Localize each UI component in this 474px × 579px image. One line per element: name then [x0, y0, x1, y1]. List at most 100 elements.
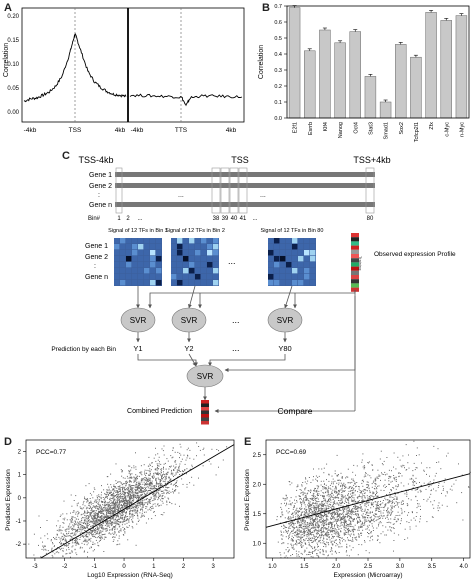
scatter-point — [102, 530, 104, 532]
scatter-point — [141, 492, 143, 493]
scatter-point — [295, 532, 297, 534]
scatter-point — [300, 502, 302, 504]
scatter-point — [142, 505, 144, 507]
scatter-point — [160, 469, 162, 471]
scatter-point — [333, 501, 335, 503]
scatter-point — [397, 519, 399, 521]
scatter-point — [355, 511, 357, 512]
scatter-point — [110, 510, 112, 512]
scatter-point — [137, 506, 139, 508]
scatter-point — [127, 481, 128, 483]
scatter-point — [152, 486, 154, 488]
scatter-point — [156, 472, 158, 474]
scatter-point — [94, 534, 96, 536]
matrix-cell — [132, 274, 138, 280]
scatter-point — [155, 486, 157, 487]
scatter-point — [394, 516, 396, 518]
scatter-point — [131, 473, 133, 475]
scatter-point — [307, 516, 309, 518]
scatter-point — [106, 523, 108, 525]
scatter-point — [336, 552, 337, 554]
scatter-point — [133, 496, 135, 498]
scatter-point — [333, 536, 335, 537]
matrix-cell — [120, 250, 126, 256]
scatter-point — [129, 484, 131, 486]
scatter-point — [158, 465, 160, 467]
scatter-point — [351, 487, 352, 489]
scatter-point — [100, 510, 102, 512]
scatter-point — [140, 516, 142, 518]
scatter-point — [72, 540, 74, 542]
scatter-point — [162, 490, 164, 492]
scatter-point — [327, 508, 329, 509]
scatter-point — [117, 505, 119, 507]
scatter-point — [395, 485, 397, 487]
scatter-point — [456, 502, 458, 504]
gene-label: : — [94, 263, 96, 270]
scatter-point — [110, 533, 112, 535]
scatter-point — [398, 485, 399, 487]
scatter-point — [348, 506, 350, 508]
scatter-point — [414, 489, 416, 491]
scatter-point — [107, 522, 109, 523]
training-connector — [148, 290, 356, 309]
scatter-point — [387, 518, 389, 520]
scatter-point — [296, 500, 298, 501]
scatter-point — [455, 479, 457, 481]
scatter-point — [124, 502, 126, 503]
scatter-point — [347, 539, 349, 541]
scatter-point — [141, 514, 143, 516]
observed-cell — [351, 237, 359, 242]
scatter-point — [311, 495, 313, 496]
scatter-point — [159, 461, 160, 463]
scatter-point — [298, 522, 300, 524]
scatter-point — [353, 526, 355, 528]
scatter-point — [59, 516, 61, 517]
scatter-point — [396, 520, 398, 522]
matrix-cell — [120, 262, 126, 268]
scatter-point — [326, 519, 328, 521]
scatter-point — [315, 525, 317, 527]
scatter-point — [61, 539, 63, 541]
scatter-point — [110, 505, 112, 507]
scatter-point — [313, 507, 315, 509]
matrix-cell — [114, 244, 120, 250]
scatter-point — [70, 512, 71, 514]
scatter-point — [282, 497, 284, 499]
scatter-point — [316, 519, 318, 521]
scatter-point — [358, 500, 360, 502]
scatter-point — [124, 493, 126, 495]
matrix-cell — [132, 256, 138, 262]
scatter-point — [344, 523, 345, 525]
scatter-point — [303, 539, 305, 540]
scatter-point — [178, 468, 180, 470]
scatter-point — [440, 468, 442, 470]
scatter-point — [323, 535, 325, 536]
scatter-point — [373, 518, 375, 520]
scatter-point — [157, 490, 159, 492]
scatter-point — [355, 513, 357, 515]
scatter-point — [127, 495, 129, 497]
scatter-point — [198, 446, 200, 447]
matrix-cell — [195, 274, 201, 280]
scatter-point — [300, 545, 302, 547]
scatter-point — [78, 522, 79, 524]
matrix-cell — [268, 256, 274, 262]
scatter-point — [91, 531, 93, 533]
scatter-point — [300, 498, 302, 500]
scatter-point — [379, 517, 380, 519]
scatter-point — [97, 544, 99, 546]
scatter-point — [165, 489, 167, 491]
scatter-point — [161, 491, 163, 492]
scatter-point — [46, 520, 48, 521]
scatter-point — [118, 509, 120, 511]
scatter-point — [98, 537, 100, 539]
scatter-point — [84, 511, 86, 513]
scatter-point — [123, 534, 125, 536]
scatter-point — [89, 512, 91, 513]
scatter-point — [55, 551, 57, 553]
scatter-point — [169, 501, 170, 503]
scatter-point — [122, 499, 124, 501]
scatter-point — [305, 528, 307, 529]
scatter-point — [104, 510, 106, 512]
